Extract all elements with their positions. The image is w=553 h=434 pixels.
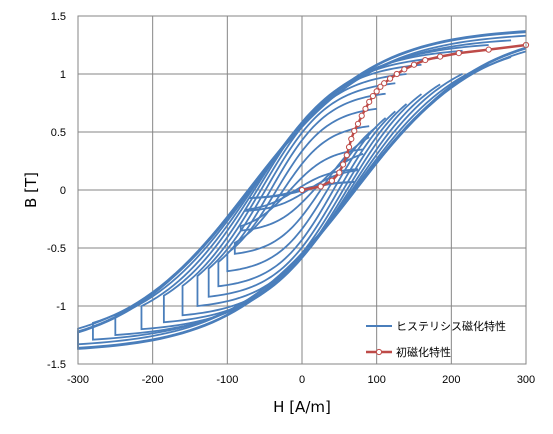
initial-curve-point — [348, 135, 355, 143]
x-tick-label: -100 — [216, 374, 238, 386]
initial-curve-point — [410, 61, 418, 68]
initial-curve-point — [345, 143, 353, 151]
hysteresis-loop — [239, 148, 364, 232]
initial-curve-point — [455, 50, 462, 57]
y-tick-label: -1 — [56, 301, 66, 313]
y-tick-labels: 1.5 1 0.5 0 -0.5 -1 -1.5 — [47, 11, 66, 371]
initial-curve-point — [401, 66, 408, 73]
x-tick-label: -300 — [67, 374, 89, 386]
initial-curve-point — [422, 56, 429, 64]
initial-curve-point — [328, 177, 335, 184]
initial-curve-point — [343, 152, 350, 159]
initial-curve-point — [485, 46, 492, 53]
x-tick-label: 200 — [442, 374, 460, 386]
x-tick-label: 100 — [367, 374, 385, 386]
initial-curve-point — [298, 186, 306, 194]
hysteresis-loop — [226, 107, 378, 273]
y-tick-label: 1.5 — [51, 11, 66, 23]
y-tick-label: 0.5 — [51, 127, 66, 139]
initial-curve-point — [339, 161, 347, 168]
x-tick-label: 0 — [299, 374, 305, 386]
legend-marker-initial — [375, 348, 383, 356]
initial-curve-point — [358, 112, 365, 119]
initial-curve-point — [381, 80, 388, 87]
hysteresis-loop — [217, 92, 387, 288]
x-tick-label: -200 — [142, 374, 164, 386]
initial-curve-point — [366, 98, 373, 105]
initial-curve-point — [393, 70, 400, 78]
legend-label-hysteresis: ヒステリシス磁化特性 — [396, 319, 506, 333]
y-tick-label: 0 — [60, 185, 66, 197]
legend-label-initial: 初磁化特性 — [396, 345, 451, 359]
x-tick-labels: -300 -200 -100 0 100 200 300 — [67, 374, 535, 386]
initial-curve-point — [373, 88, 380, 95]
initial-curve-point — [362, 105, 369, 112]
plot-frame — [77, 15, 527, 365]
initial-curve — [298, 41, 530, 194]
y-tick-label: -0.5 — [47, 243, 66, 255]
y-axis-label: B [T] — [22, 172, 40, 208]
initial-curve-point — [369, 92, 377, 100]
legend: ヒステリシス磁化特性 初磁化特性 — [366, 319, 506, 359]
initial-curve-point — [377, 83, 384, 90]
y-tick-label: 1 — [60, 69, 66, 81]
y-tick-label: -1.5 — [47, 359, 66, 371]
initial-curve-point — [336, 169, 343, 176]
hysteresis-loop — [207, 82, 396, 298]
x-axis-label: H [A/m] — [273, 398, 331, 416]
initial-curve-point — [387, 75, 394, 82]
initial-curve-point — [317, 183, 324, 190]
initial-curve-point — [351, 127, 358, 134]
x-tick-label: 300 — [517, 374, 535, 386]
hysteresis-loop — [114, 44, 490, 336]
initial-curve-point — [354, 120, 362, 127]
initial-curve-point — [437, 53, 444, 60]
